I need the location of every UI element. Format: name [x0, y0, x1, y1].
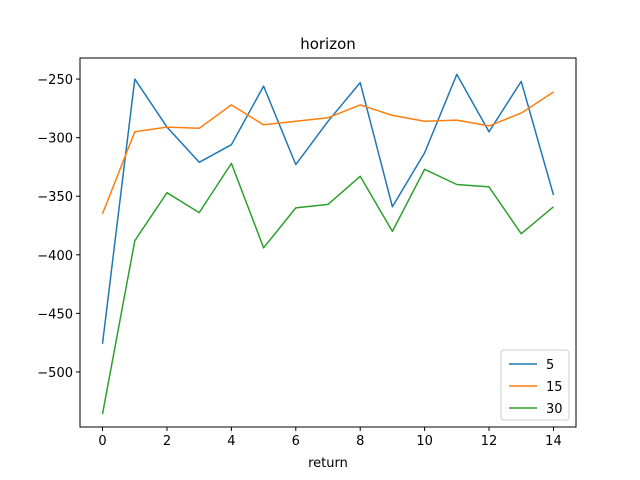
- y-axis: −250 −300 −350 −400 −450 −500: [37, 73, 80, 381]
- y-tick-label: −350: [37, 190, 73, 205]
- x-tick-label: 2: [163, 434, 171, 449]
- x-tick-label: 6: [292, 434, 300, 449]
- series-line-30: [101, 162, 554, 415]
- y-tick-label: −300: [37, 132, 73, 147]
- series-line-5: [101, 73, 555, 344]
- plot-frame: [79, 57, 577, 428]
- y-tick-label: −500: [37, 366, 73, 381]
- x-tick-label: 8: [356, 434, 364, 449]
- legend-box: [500, 349, 570, 421]
- y-tick-label: −400: [37, 249, 73, 264]
- series-line-15: [101, 91, 554, 215]
- series-layer: [101, 73, 555, 415]
- x-tick-label: 4: [227, 434, 235, 449]
- legend-label-15: 15: [546, 380, 563, 395]
- x-tick-label: 0: [98, 434, 106, 449]
- legend-label-5: 5: [546, 358, 554, 373]
- x-tick-label: 14: [545, 434, 562, 449]
- legend-label-30: 30: [546, 402, 563, 417]
- x-axis: 0 2 4 6 8 10 12 14: [98, 427, 562, 449]
- x-tick-label: 12: [481, 434, 498, 449]
- x-axis-label: return: [308, 456, 348, 471]
- chart-title: horizon: [300, 35, 356, 53]
- legend: 5 15 30: [500, 349, 570, 421]
- x-tick-label: 10: [416, 434, 433, 449]
- y-tick-label: −250: [37, 73, 73, 88]
- y-tick-label: −450: [37, 307, 73, 322]
